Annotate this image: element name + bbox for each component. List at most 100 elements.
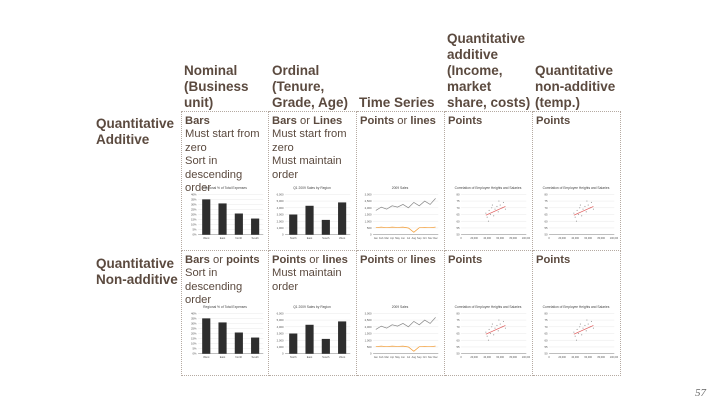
x-tick-label: 0 [460,237,462,240]
y-tick-label: 1,000 [277,345,284,349]
x-tick-label: Oct [423,237,427,240]
column-header-ordinal: Ordinal (Tenure, Grade, Age) [272,63,349,110]
mini-chart-scatter: Correlation of Employee Heights and Sala… [543,186,618,240]
trend-line [485,325,506,335]
mini-chart-title: Q1 2009 Sales by Region [293,305,331,309]
mini-chart-timeseries: 2009 Sales3,0002,5002,0001,5001,0005000J… [365,186,439,240]
series-line [375,317,436,330]
x-tick-label: 100,000 [522,356,530,359]
mini-chart-nominal: Regional % of Total Expenses 40%35%30% 25%… [191,186,264,240]
mini-chart-timeseries: 2009 Sales3,0002,5002,0001,5001,0005000J… [365,305,439,359]
scatter-point [487,339,490,341]
y-tick-label: 65 [456,213,460,217]
mini-chart-scatter: Correlation of Employee Heights and Sala… [455,305,530,359]
x-tick-label: Jan [374,356,379,359]
chart-type-primary: Points [448,254,483,266]
scatter-point [486,216,488,218]
scatter-point [577,213,579,216]
y-tick-label: 1,000 [277,226,284,230]
x-tick-label: 20,000 [558,356,566,359]
scatter-point [498,319,500,321]
y-tick-label: 5% [193,228,198,232]
y-tick-label: 3,000 [277,213,284,217]
x-tick-label: May [395,237,400,240]
x-tick-label: West [203,355,210,359]
chart-type-secondary: lines [322,254,348,266]
scatter-point [592,327,594,329]
scatter-point [586,200,588,202]
bar [289,214,298,235]
matrix-cell: Points Correlation of Employee Heights an… [445,251,533,376]
y-tick-label: 60 [544,219,548,223]
column-header-quantitative-non-additive: Quantitative non-additive (temp.) [535,63,616,110]
x-tick-label: Apr [390,356,394,359]
scatter-point [573,212,575,214]
y-tick-label: 5,000 [277,199,284,203]
y-tick-label: 80 [456,311,460,315]
y-tick-label: 1,500 [365,213,372,217]
x-tick-label: West [203,236,210,240]
y-tick-label: 0% [193,352,198,356]
chart-type-secondary: points [226,254,260,266]
guidance-line: zero [185,141,207,154]
x-tick-label: Apr [390,237,394,240]
bar [218,322,227,354]
x-tick-label: North [235,236,242,240]
x-tick-label: 80,000 [597,237,605,240]
scatter-point [587,323,589,325]
chart-type-primary: Points [360,115,395,127]
bar [251,337,260,354]
mini-chart-title: Correlation of Employee Heights and Sala… [455,305,522,309]
mini-chart-title: Correlation of Employee Heights and Sala… [543,186,610,190]
cell-guidance: Bars or Lines Must start from zero Must mai… [272,115,347,182]
scatter-point [575,220,578,222]
bar [338,202,347,235]
y-tick-label: 2,000 [277,219,284,223]
scatter-point [581,215,583,217]
y-tick-label: 0% [193,233,198,237]
guidance-line: zero [272,141,294,154]
bar [321,219,330,235]
scatter-point [488,209,490,212]
scatter-point [586,319,588,321]
x-tick-label: 0 [460,356,462,359]
y-tick-label: 55 [456,345,460,349]
mini-chart-title: Correlation of Employee Heights and Sala… [543,305,610,309]
chart-type-primary: Bars [272,115,297,127]
y-tick-label: 10% [191,342,197,346]
y-tick-label: 20% [191,332,197,336]
scatter-point [504,208,506,210]
mini-chart-nominal: Regional % of Total Expenses 40%35%30% 25%… [191,305,264,359]
scatter-point [574,335,576,337]
y-tick-label: 50 [544,233,548,237]
scatter-point [491,204,493,206]
y-tick-label: 0 [370,233,372,237]
matrix-cell: Points or lines 2009 Sales 3,000 2,500 2,000… [357,111,445,251]
mini-chart-title: Q1 2009 Sales by Region [293,186,331,190]
x-tick-label: Jun [401,356,406,359]
x-tick-label: Aug [412,237,417,240]
bar [251,218,260,235]
x-tick-label: Sep [417,237,422,240]
scatter-point [502,201,505,203]
bar [289,333,298,354]
x-tick-label: 20,000 [470,237,478,240]
cell-guidance: Bars Must start from zero Sort in descending… [185,115,268,195]
y-tick-label: 500 [367,226,372,230]
guidance-line: descending order [185,280,243,307]
y-tick-label: 70 [544,206,548,210]
row-header-quantitative-additive: Quantitative Additive [96,116,175,147]
x-tick-label: South [251,236,259,240]
chart-type-matrix: Bars Must start from zero Sort in descending… [181,111,621,376]
chart-type-secondary: Lines [313,115,343,127]
scatter-point [579,323,581,325]
mini-chart-title: Regional % of Total Expenses [203,305,247,309]
x-tick-label: East [220,236,226,240]
scatter-point [494,327,496,329]
x-tick-label: 20,000 [470,356,478,359]
scatter-point [489,332,491,335]
x-tick-label: South [322,355,330,359]
scatter-point [499,204,501,206]
scatter-point [582,327,584,329]
scatter-point [497,211,499,213]
